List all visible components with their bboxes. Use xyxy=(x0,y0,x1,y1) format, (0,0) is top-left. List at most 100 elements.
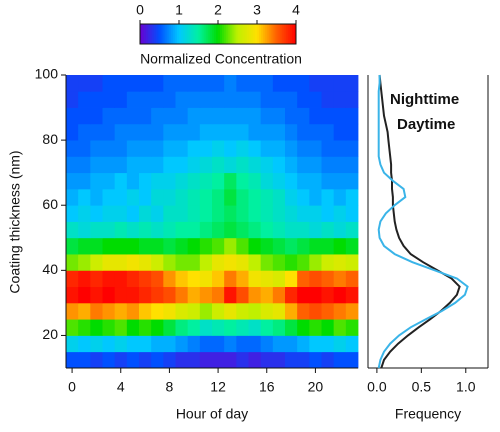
heatmap-cell xyxy=(187,205,201,222)
colorbar-segment xyxy=(239,24,242,44)
heatmap-cell xyxy=(90,221,103,239)
y-tick-label: 80 xyxy=(42,131,58,147)
heatmap-cell xyxy=(333,91,347,108)
heatmap-cell xyxy=(260,351,274,369)
heatmap-cell xyxy=(163,335,176,353)
heatmap-cell xyxy=(114,91,128,108)
x-tick-label: 0.0 xyxy=(367,379,387,395)
colorbar-segment xyxy=(173,24,176,44)
heatmap-cell xyxy=(333,140,347,157)
heatmap-cell xyxy=(248,319,262,336)
heatmap-cell xyxy=(187,335,201,353)
heatmap-cell xyxy=(151,75,164,92)
colorbar-segment xyxy=(276,24,279,44)
colorbar-segment xyxy=(214,24,217,44)
heatmap-cell xyxy=(139,140,152,157)
colorbar-tick-label: 0 xyxy=(136,2,144,18)
colorbar-segment xyxy=(169,24,172,44)
colorbar-segment xyxy=(274,24,277,44)
heatmap-cell xyxy=(102,221,116,239)
heatmap-cell xyxy=(66,75,79,92)
heatmap-cell xyxy=(236,107,249,125)
heatmap-cell xyxy=(187,140,201,157)
heatmap-cell xyxy=(187,172,201,190)
colorbar-segment xyxy=(237,24,240,44)
heatmap-cell xyxy=(272,254,286,271)
colorbar-segment xyxy=(163,24,166,44)
heatmap-cell xyxy=(151,156,164,174)
colorbar-segment xyxy=(159,24,162,44)
colorbar-segment xyxy=(270,24,274,44)
heatmap-cell xyxy=(199,221,213,239)
heatmap-cell xyxy=(151,205,164,222)
heatmap-cell xyxy=(333,123,347,141)
heatmap-cell xyxy=(309,319,322,336)
heatmap-cell xyxy=(212,188,225,206)
heatmap-cell xyxy=(199,140,213,157)
colorbar-segment xyxy=(280,24,283,44)
heatmap-cell xyxy=(78,91,91,108)
y-axis-label: Coating thickness (nm) xyxy=(7,150,23,293)
colorbar-segment xyxy=(229,24,233,44)
heatmap-cell xyxy=(333,270,347,288)
heatmap-cell xyxy=(175,335,189,353)
heatmap-cell xyxy=(248,221,262,239)
heatmap-cell xyxy=(126,91,140,108)
line-series xyxy=(377,75,469,369)
heatmap-cell xyxy=(126,221,140,239)
heatmap-cell xyxy=(224,123,237,141)
heatmap-cell xyxy=(175,188,189,206)
heatmap-cell xyxy=(102,123,116,141)
heatmap-cell xyxy=(224,237,237,255)
heatmap-cell xyxy=(297,188,310,206)
heatmap-cell xyxy=(212,335,225,353)
heatmap-cell xyxy=(236,302,249,320)
x-tick-label: 20 xyxy=(308,379,324,395)
heatmap-cell xyxy=(78,107,91,125)
heatmap-cell xyxy=(236,221,249,239)
heatmap-cell xyxy=(102,172,116,190)
colorbar-segment xyxy=(180,24,184,44)
heatmap-cell xyxy=(309,140,322,157)
heatmap-cell xyxy=(309,270,322,288)
heatmap-cell xyxy=(163,156,176,174)
heatmap-cell xyxy=(272,286,286,304)
heatmap-cell xyxy=(248,172,262,190)
heatmap-cell xyxy=(285,123,298,141)
heatmap-cell xyxy=(212,254,225,271)
heatmap-cell xyxy=(236,254,249,271)
heatmap-cell xyxy=(187,188,201,206)
heatmap-cell xyxy=(309,172,322,190)
colorbar-segment xyxy=(290,24,293,44)
colorbar-segment xyxy=(161,24,164,44)
heatmap-cell xyxy=(236,335,249,353)
colorbar-segment xyxy=(253,24,256,44)
heatmap-cell xyxy=(78,221,91,239)
heatmap-cell xyxy=(126,302,140,320)
heatmap-cell xyxy=(187,237,201,255)
heatmap-cell xyxy=(236,140,249,157)
x-tick-label: 16 xyxy=(259,379,275,395)
heatmap-cell xyxy=(321,188,335,206)
colorbar-segment xyxy=(249,24,252,44)
x-tick-label: 0 xyxy=(68,379,76,395)
heatmap-cell xyxy=(199,302,213,320)
heatmap-cell xyxy=(321,172,335,190)
heatmap-cell xyxy=(297,75,310,92)
heatmap-cell xyxy=(272,319,286,336)
heatmap-cell xyxy=(199,335,213,353)
heatmap-cell xyxy=(151,319,164,336)
colorbar-segment xyxy=(235,24,238,44)
heatmap-cell xyxy=(248,140,262,157)
heatmap-cell xyxy=(212,156,225,174)
heatmap-cell xyxy=(66,172,79,190)
colorbar-segment xyxy=(288,24,291,44)
heatmap-cell xyxy=(187,351,201,369)
colorbar-segment xyxy=(188,24,192,44)
heatmap-cell xyxy=(66,188,79,206)
heatmap-cell xyxy=(333,156,347,174)
heatmap-cell xyxy=(260,254,274,271)
heatmap-cell xyxy=(126,237,140,255)
colorbar-segment xyxy=(241,24,244,44)
y-tick-label: 20 xyxy=(42,326,58,342)
